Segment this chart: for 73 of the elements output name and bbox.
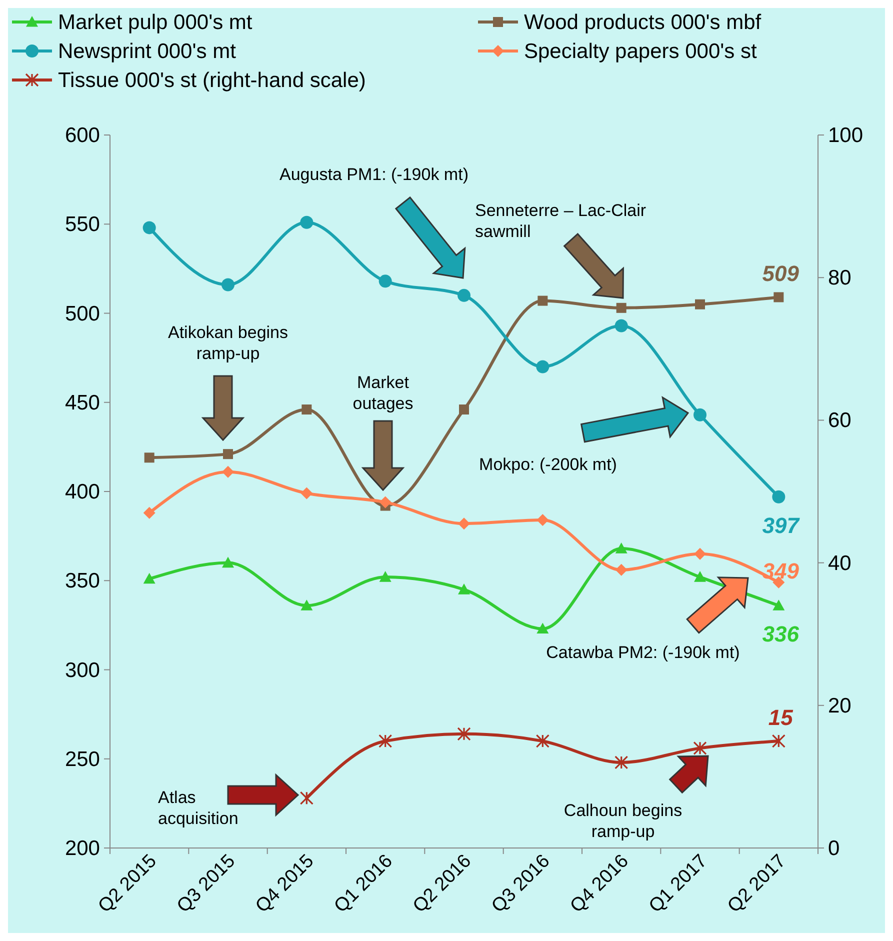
y-tick-label: 600 bbox=[64, 124, 100, 147]
point bbox=[459, 404, 469, 415]
y2-tick-label: 100 bbox=[828, 124, 864, 147]
y2-tick-label: 60 bbox=[828, 409, 852, 432]
point bbox=[457, 727, 471, 741]
point bbox=[379, 571, 392, 582]
y-tick-label: 550 bbox=[64, 213, 100, 236]
point bbox=[536, 622, 549, 634]
point bbox=[458, 288, 470, 302]
y2-tick-label: 80 bbox=[828, 266, 852, 290]
legend-label: Tissue 000's st (right-hand scale) bbox=[58, 69, 366, 92]
point bbox=[694, 571, 706, 582]
point bbox=[615, 542, 628, 554]
y-tick-label: 450 bbox=[64, 391, 100, 414]
point bbox=[774, 292, 784, 302]
y-tick-label: 350 bbox=[64, 570, 100, 593]
point bbox=[614, 319, 628, 332]
data-label: 15 bbox=[768, 705, 794, 730]
point bbox=[616, 302, 626, 313]
annotation: Augusta PM1: (-190k mt) bbox=[280, 165, 468, 184]
legend-label: Wood products 000's mbf bbox=[524, 11, 762, 34]
point bbox=[694, 408, 706, 422]
legend-label: Newsprint 000's mt bbox=[58, 40, 236, 63]
annotation: Market outages bbox=[352, 373, 414, 413]
point bbox=[144, 452, 154, 463]
y2-tick-label: 40 bbox=[828, 552, 852, 575]
y2-tick-label: 20 bbox=[828, 694, 852, 718]
point bbox=[143, 506, 156, 519]
point bbox=[614, 756, 628, 770]
legend-label: Specialty papers 000's st bbox=[524, 40, 757, 63]
point bbox=[300, 600, 313, 610]
annotation: Mokpo: (-200k mt) bbox=[479, 455, 617, 474]
point bbox=[143, 572, 156, 584]
point bbox=[615, 564, 628, 576]
point bbox=[693, 741, 707, 755]
y2-tick-label: 0 bbox=[828, 837, 840, 860]
point bbox=[536, 514, 549, 526]
annotation: Atikokan begins ramp-up bbox=[168, 323, 288, 363]
point bbox=[300, 487, 313, 500]
point bbox=[223, 449, 233, 460]
y-tick-label: 300 bbox=[64, 658, 100, 682]
point bbox=[378, 734, 392, 748]
data-label: 336 bbox=[762, 622, 800, 647]
y-tick-label: 250 bbox=[64, 748, 100, 771]
point bbox=[536, 734, 550, 748]
y-tick-label: 400 bbox=[64, 480, 100, 504]
point bbox=[379, 496, 392, 508]
point bbox=[222, 556, 234, 568]
point bbox=[536, 360, 550, 374]
annotation: Catawba PM2: (-190k mt) bbox=[546, 643, 740, 662]
point bbox=[695, 299, 705, 310]
point bbox=[300, 791, 314, 805]
data-label: 397 bbox=[762, 512, 801, 538]
point bbox=[300, 216, 314, 229]
point bbox=[772, 734, 786, 748]
point bbox=[222, 466, 234, 478]
point bbox=[378, 274, 392, 288]
point bbox=[302, 404, 312, 415]
point bbox=[538, 296, 548, 306]
data-label: 509 bbox=[762, 261, 800, 286]
annotation: Senneterre – Lac-Clair sawmill bbox=[475, 201, 646, 241]
annotation: Atlas acquisition bbox=[158, 788, 238, 828]
point bbox=[222, 278, 234, 292]
y-tick-label: 500 bbox=[64, 302, 100, 326]
point bbox=[458, 518, 470, 530]
point bbox=[694, 548, 706, 560]
point bbox=[772, 490, 786, 504]
annotation: Calhoun begins ramp-up bbox=[564, 801, 682, 841]
point bbox=[458, 584, 470, 594]
point bbox=[772, 600, 785, 610]
y-tick-label: 200 bbox=[64, 837, 100, 860]
legend-label: Market pulp 000's mt bbox=[58, 11, 252, 34]
point bbox=[142, 221, 156, 234]
